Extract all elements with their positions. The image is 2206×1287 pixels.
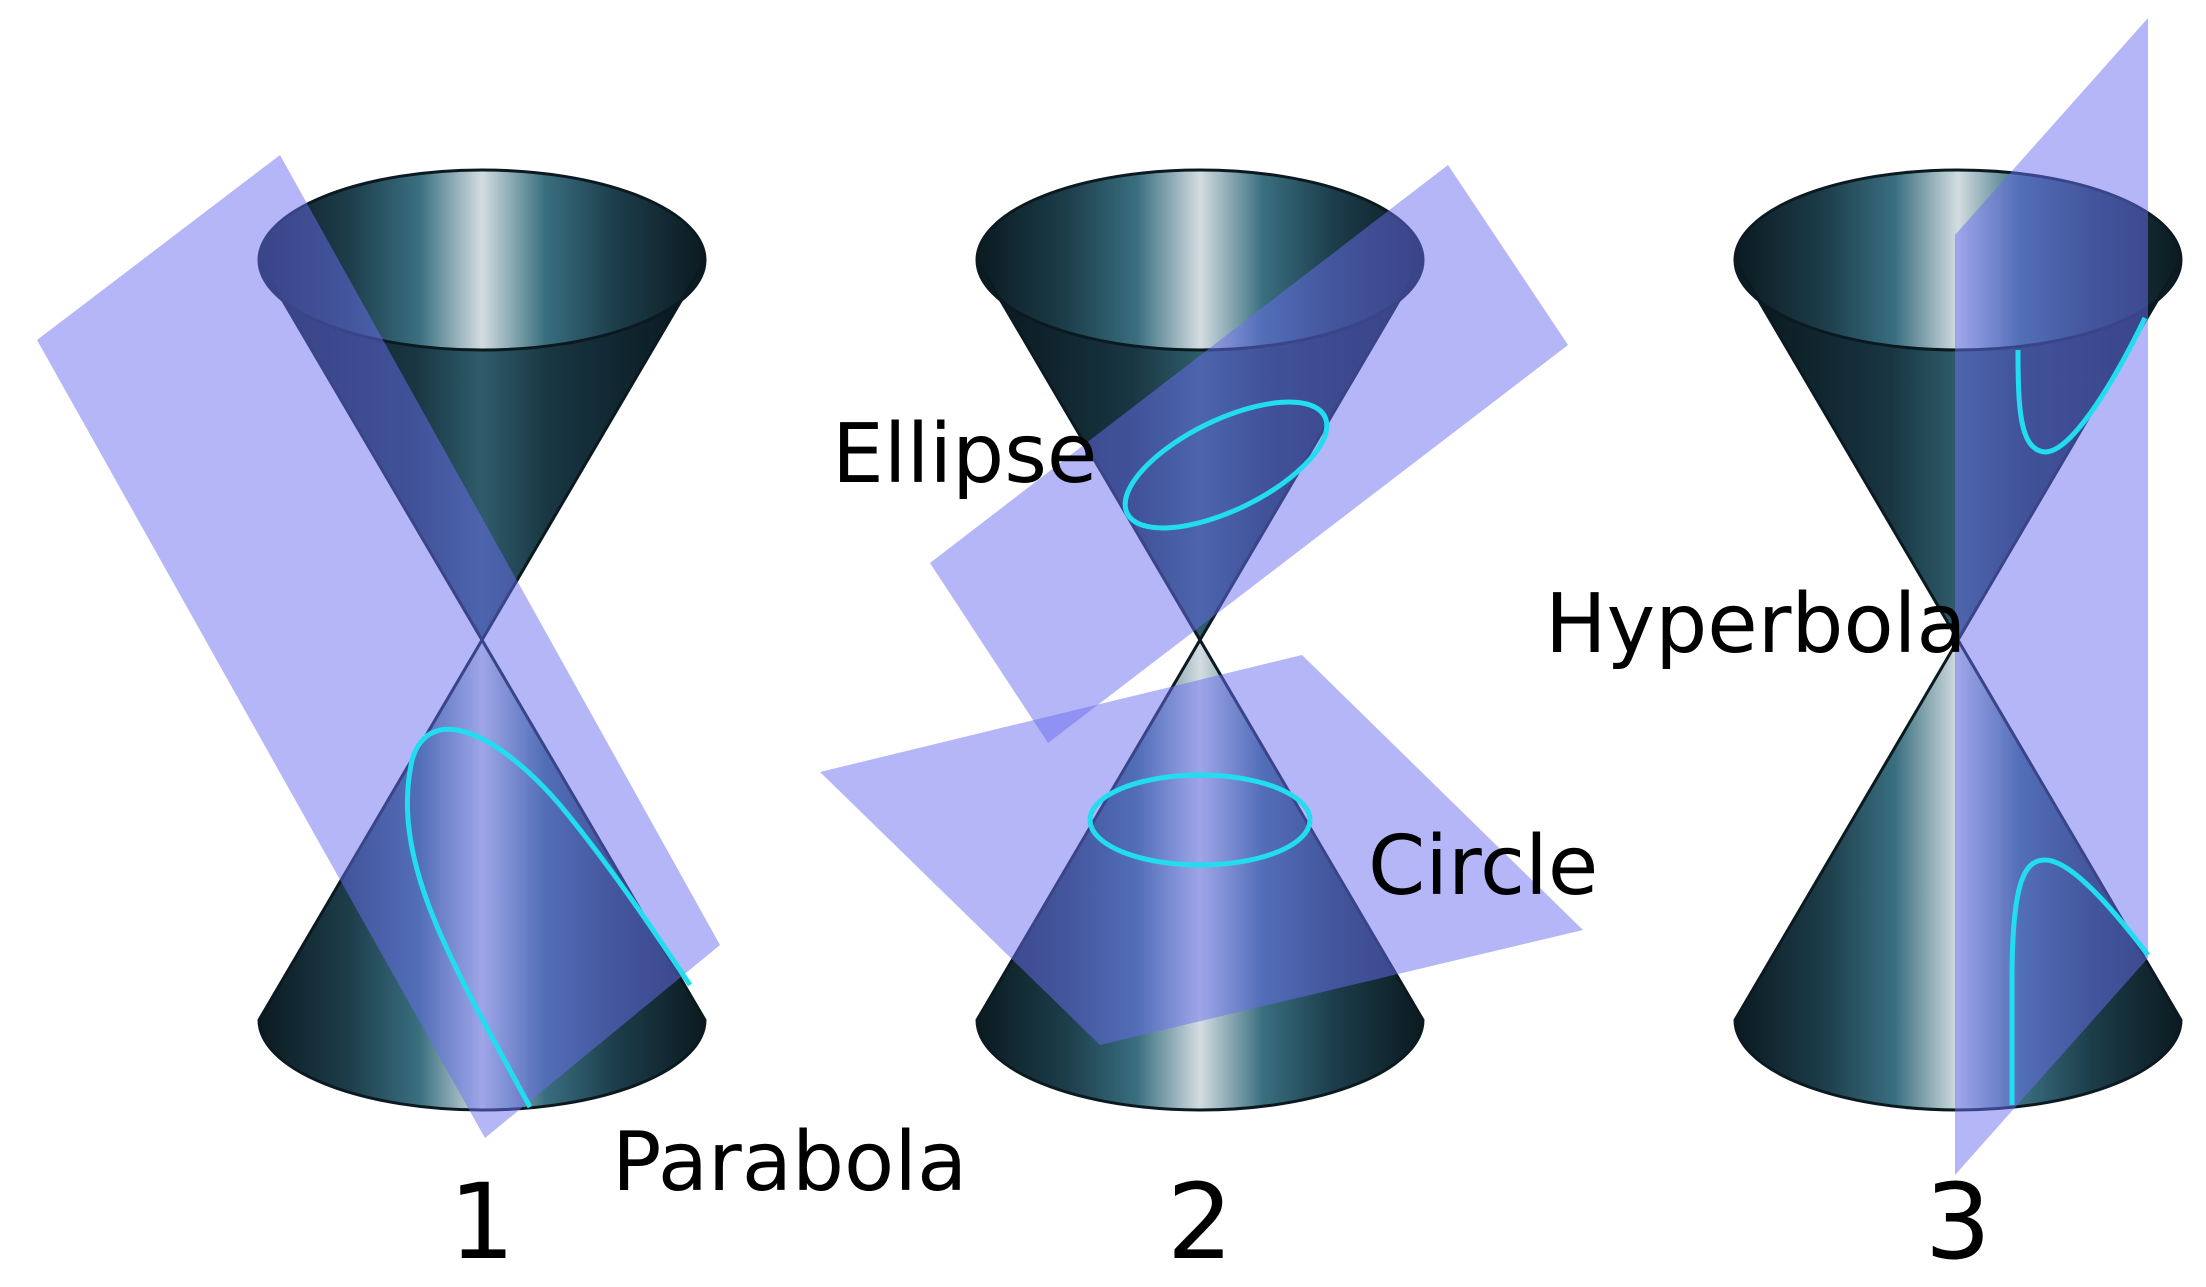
section-label-parabola: Parabola xyxy=(612,1115,967,1210)
section-label-ellipse: Ellipse xyxy=(832,407,1097,502)
panel-2-ellipse-circle xyxy=(820,165,1583,1112)
panel-3-hyperbola xyxy=(1733,18,2183,1175)
cutting-plane-icon xyxy=(1955,18,2148,1175)
section-label-hyperbola: Hyperbola xyxy=(1545,577,1967,672)
section-label-circle: Circle xyxy=(1368,819,1598,914)
ellipse-curve xyxy=(1122,399,1330,531)
hyperbola-lower-branch xyxy=(2009,857,2150,1105)
panel-number-3: 3 xyxy=(1925,1161,1991,1283)
cutting-plane-icon xyxy=(820,655,1583,1045)
panel-number-1: 1 xyxy=(449,1161,515,1283)
panel-1-parabola xyxy=(37,155,720,1138)
parabola-curve xyxy=(404,726,693,1109)
hyperbola-upper-branch xyxy=(2015,316,2148,455)
cutting-plane-icon xyxy=(37,155,720,1138)
circle-curve xyxy=(1087,772,1313,868)
cutting-plane-icon xyxy=(930,165,1568,743)
panel-number-2: 2 xyxy=(1167,1161,1233,1283)
